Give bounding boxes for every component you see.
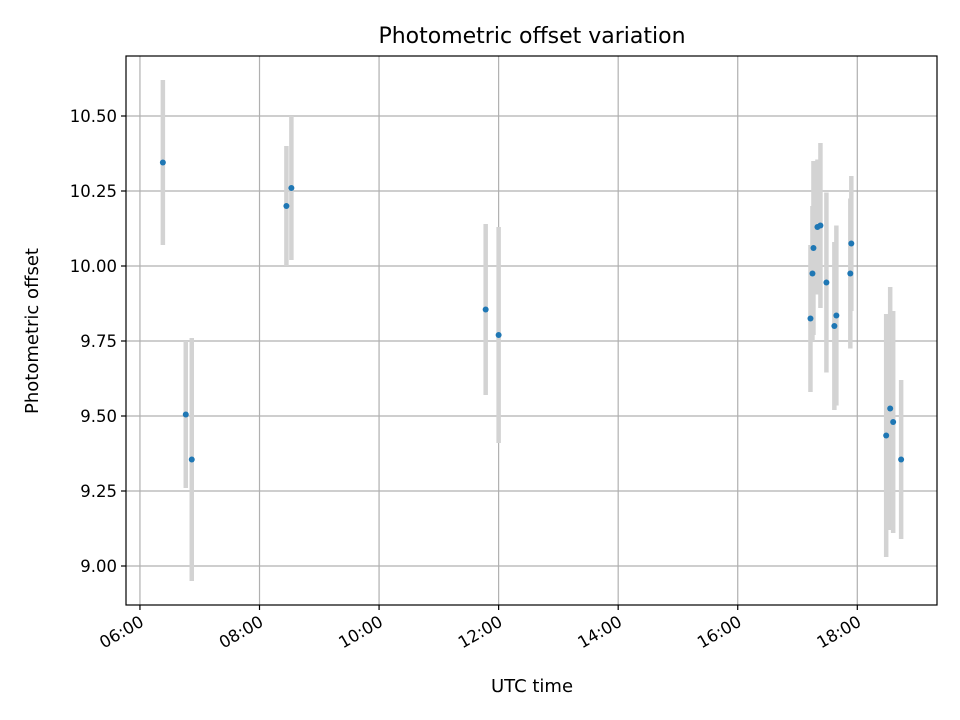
data-point (188, 456, 195, 463)
y-tick-label: 10.00 (70, 257, 117, 276)
data-point (823, 279, 830, 286)
data-point (833, 312, 840, 319)
data-point (890, 419, 897, 425)
grid-lines (126, 56, 937, 605)
x-axis-label: UTC time (491, 676, 573, 697)
data-point (817, 222, 824, 229)
y-tick-label: 9.75 (80, 332, 117, 351)
y-tick-label: 10.50 (70, 107, 117, 126)
y-tick-label: 10.25 (70, 182, 117, 201)
plot-area-frame (125, 55, 938, 606)
data-point (288, 185, 295, 191)
data-point (283, 203, 290, 209)
data-point (898, 456, 905, 463)
data-point (482, 306, 489, 313)
data-point (495, 332, 502, 338)
data-point (848, 240, 855, 247)
y-tick-label: 9.50 (80, 407, 117, 426)
y-tick-label: 9.25 (80, 482, 117, 501)
y-axis-ticks: 9.00 9.25 9.50 9.75 10.00 10.25 10.50 (70, 107, 126, 576)
data-point (883, 432, 890, 439)
data-point (809, 270, 816, 277)
data-point (887, 405, 894, 412)
data-point (831, 323, 838, 329)
data-points (159, 159, 905, 463)
data-point (182, 411, 189, 418)
data-point (159, 159, 166, 166)
data-point (847, 270, 854, 277)
y-tick-label: 9.00 (80, 557, 117, 576)
data-point (810, 245, 817, 251)
data-point (807, 315, 814, 322)
chart-title: Photometric offset variation (378, 24, 685, 49)
y-axis-label: Photometric offset (22, 248, 43, 414)
